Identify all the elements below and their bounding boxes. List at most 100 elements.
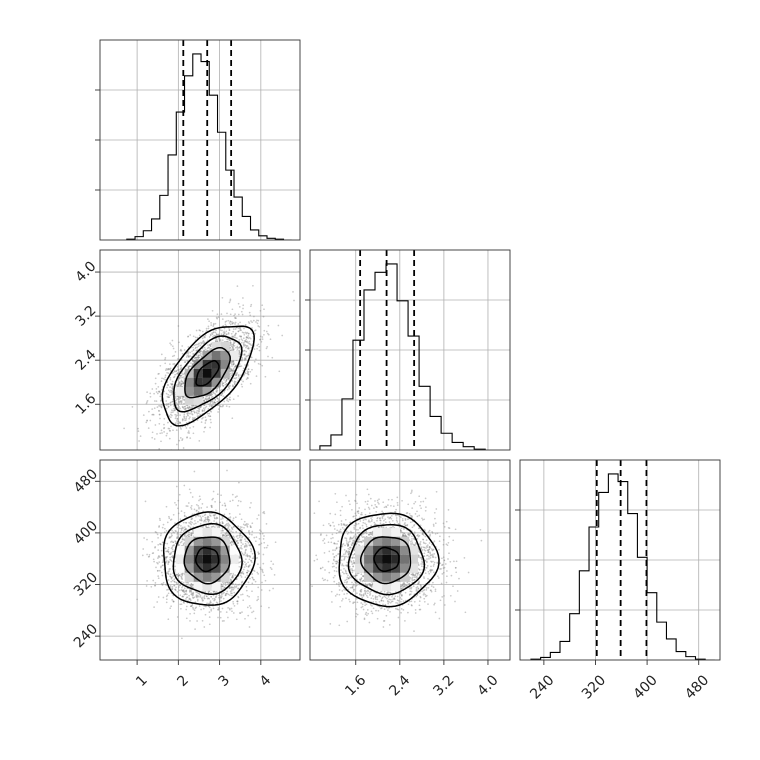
sample-point (145, 585, 148, 587)
sample-point (175, 586, 177, 589)
sample-point (197, 520, 199, 523)
sample-point (165, 392, 168, 395)
sample-point (210, 410, 213, 413)
sample-point (232, 349, 235, 351)
sample-point (157, 596, 160, 598)
sample-point (149, 419, 152, 422)
sample-point (171, 386, 174, 389)
sample-point (170, 580, 173, 583)
sample-point (176, 526, 179, 529)
sample-point (183, 417, 186, 420)
sample-point (171, 380, 174, 383)
sample-point (169, 363, 171, 365)
sample-point (147, 427, 150, 429)
sample-point (138, 440, 140, 442)
sample-point (205, 525, 208, 527)
sample-point (247, 371, 250, 373)
sample-point (224, 383, 227, 386)
sample-point (243, 357, 246, 360)
sample-point (179, 368, 182, 371)
sample-point (241, 547, 243, 550)
sample-point (181, 589, 184, 592)
sample-point (187, 431, 189, 434)
sample-point (235, 535, 238, 538)
sample-point (165, 561, 167, 563)
sample-point (203, 349, 206, 352)
sample-point (249, 506, 251, 509)
sample-point (164, 362, 167, 365)
sample-point (220, 587, 223, 590)
sample-point (199, 596, 202, 598)
sample-point (197, 412, 200, 414)
sample-point (191, 592, 194, 595)
sample-point (238, 335, 241, 338)
sample-point (251, 321, 253, 324)
sample-point (160, 400, 162, 402)
sample-point (203, 399, 206, 401)
sample-point (225, 330, 228, 333)
sample-point (218, 386, 221, 389)
sample-point (180, 589, 183, 591)
sample-point (241, 339, 244, 342)
sample-point (231, 417, 234, 420)
sample-point (215, 338, 218, 341)
sample-point (182, 373, 184, 376)
contour-level-3 (195, 360, 220, 387)
sample-point (247, 368, 250, 370)
density-cell (202, 368, 212, 378)
sample-point (232, 588, 235, 591)
sample-point (217, 333, 220, 336)
sample-point (165, 601, 168, 604)
sample-point (215, 591, 218, 593)
sample-point (178, 574, 181, 577)
sample-point (161, 526, 164, 529)
sample-point (207, 597, 210, 600)
sample-point (188, 521, 190, 524)
sample-point (184, 419, 186, 422)
sample-point (226, 469, 228, 472)
sample-point (179, 374, 182, 377)
sample-point (168, 561, 170, 564)
sample-point (249, 544, 251, 547)
sample-point (181, 376, 183, 379)
sample-point (174, 588, 177, 591)
sample-point (208, 519, 211, 521)
sample-point (209, 410, 212, 412)
sample-point (248, 531, 250, 533)
sample-point (155, 391, 158, 393)
sample-point (244, 358, 246, 361)
sample-point (196, 336, 199, 339)
sample-point (245, 548, 247, 551)
sample-point (160, 543, 162, 546)
sample-point (188, 365, 191, 368)
sample-point (215, 517, 218, 520)
sample-point (178, 586, 180, 588)
sample-point (215, 334, 218, 336)
sample-point (245, 378, 248, 380)
sample-point (190, 411, 193, 413)
sample-point (161, 554, 164, 557)
sample-point (248, 626, 251, 628)
sample-point (144, 500, 147, 503)
sample-point (253, 570, 256, 572)
sample-point (175, 541, 177, 543)
sample-point (158, 405, 160, 407)
sample-point (232, 360, 235, 363)
sample-point (242, 367, 245, 370)
sample-point (229, 342, 232, 345)
sample-point (208, 320, 210, 323)
sample-point (244, 358, 247, 360)
sample-point (184, 407, 187, 410)
sample-point (242, 297, 244, 299)
sample-point (293, 299, 295, 302)
sample-point (170, 560, 173, 562)
sample-point (146, 401, 148, 403)
sample-point (174, 408, 176, 411)
sample-point (222, 382, 224, 385)
sample-point (191, 529, 194, 532)
sample-point (164, 556, 167, 559)
sample-point (227, 338, 229, 341)
sample-point (251, 561, 253, 564)
sample-point (196, 356, 199, 359)
sample-point (190, 518, 193, 520)
